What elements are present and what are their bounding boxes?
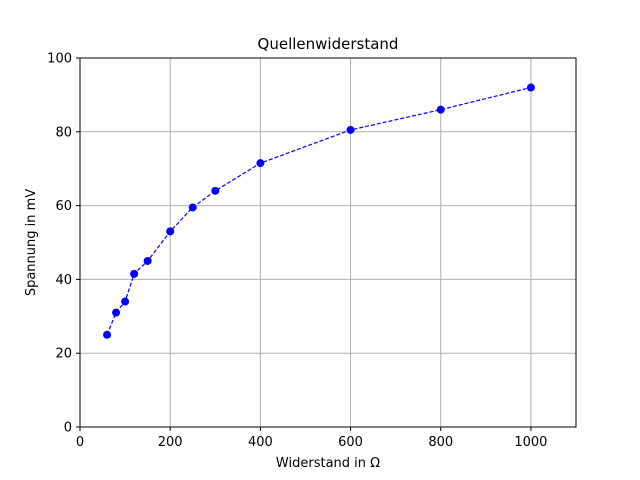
y-tick-label: 80 [55, 125, 72, 140]
y-tick-label: 40 [55, 273, 72, 288]
chart-title: Quellenwiderstand [258, 35, 399, 53]
series-line [106, 86, 532, 335]
data-point [103, 330, 112, 339]
data-point [346, 125, 355, 134]
data-point [143, 256, 152, 265]
x-tick-label: 600 [338, 435, 363, 450]
axis-ticks: 0 200 400 600 800 1000 0 20 40 60 80 100 [47, 52, 547, 451]
data-point [211, 186, 220, 195]
x-tick-label: 400 [248, 435, 273, 450]
y-tick-label: 0 [64, 421, 72, 436]
data-point [436, 105, 445, 114]
data-point [112, 308, 121, 317]
y-tick-label: 100 [47, 52, 72, 67]
y-tick-label: 60 [55, 199, 72, 214]
x-tick-label: 200 [158, 435, 183, 450]
x-tick-label: 1000 [514, 435, 547, 450]
y-tick-label: 20 [55, 347, 72, 362]
data-point [166, 227, 175, 236]
x-tick-label: 0 [76, 435, 84, 450]
data-point [188, 203, 197, 212]
data-point [130, 269, 139, 278]
x-axis-label: Widerstand in Ω [276, 456, 380, 471]
x-tick-label: 800 [428, 435, 453, 450]
data-point [526, 83, 535, 92]
data-point [256, 159, 265, 168]
plot-area-frame [79, 57, 577, 428]
data-point [121, 297, 130, 306]
y-axis-label: Spannung in mV [24, 189, 39, 296]
data-series [103, 83, 535, 339]
